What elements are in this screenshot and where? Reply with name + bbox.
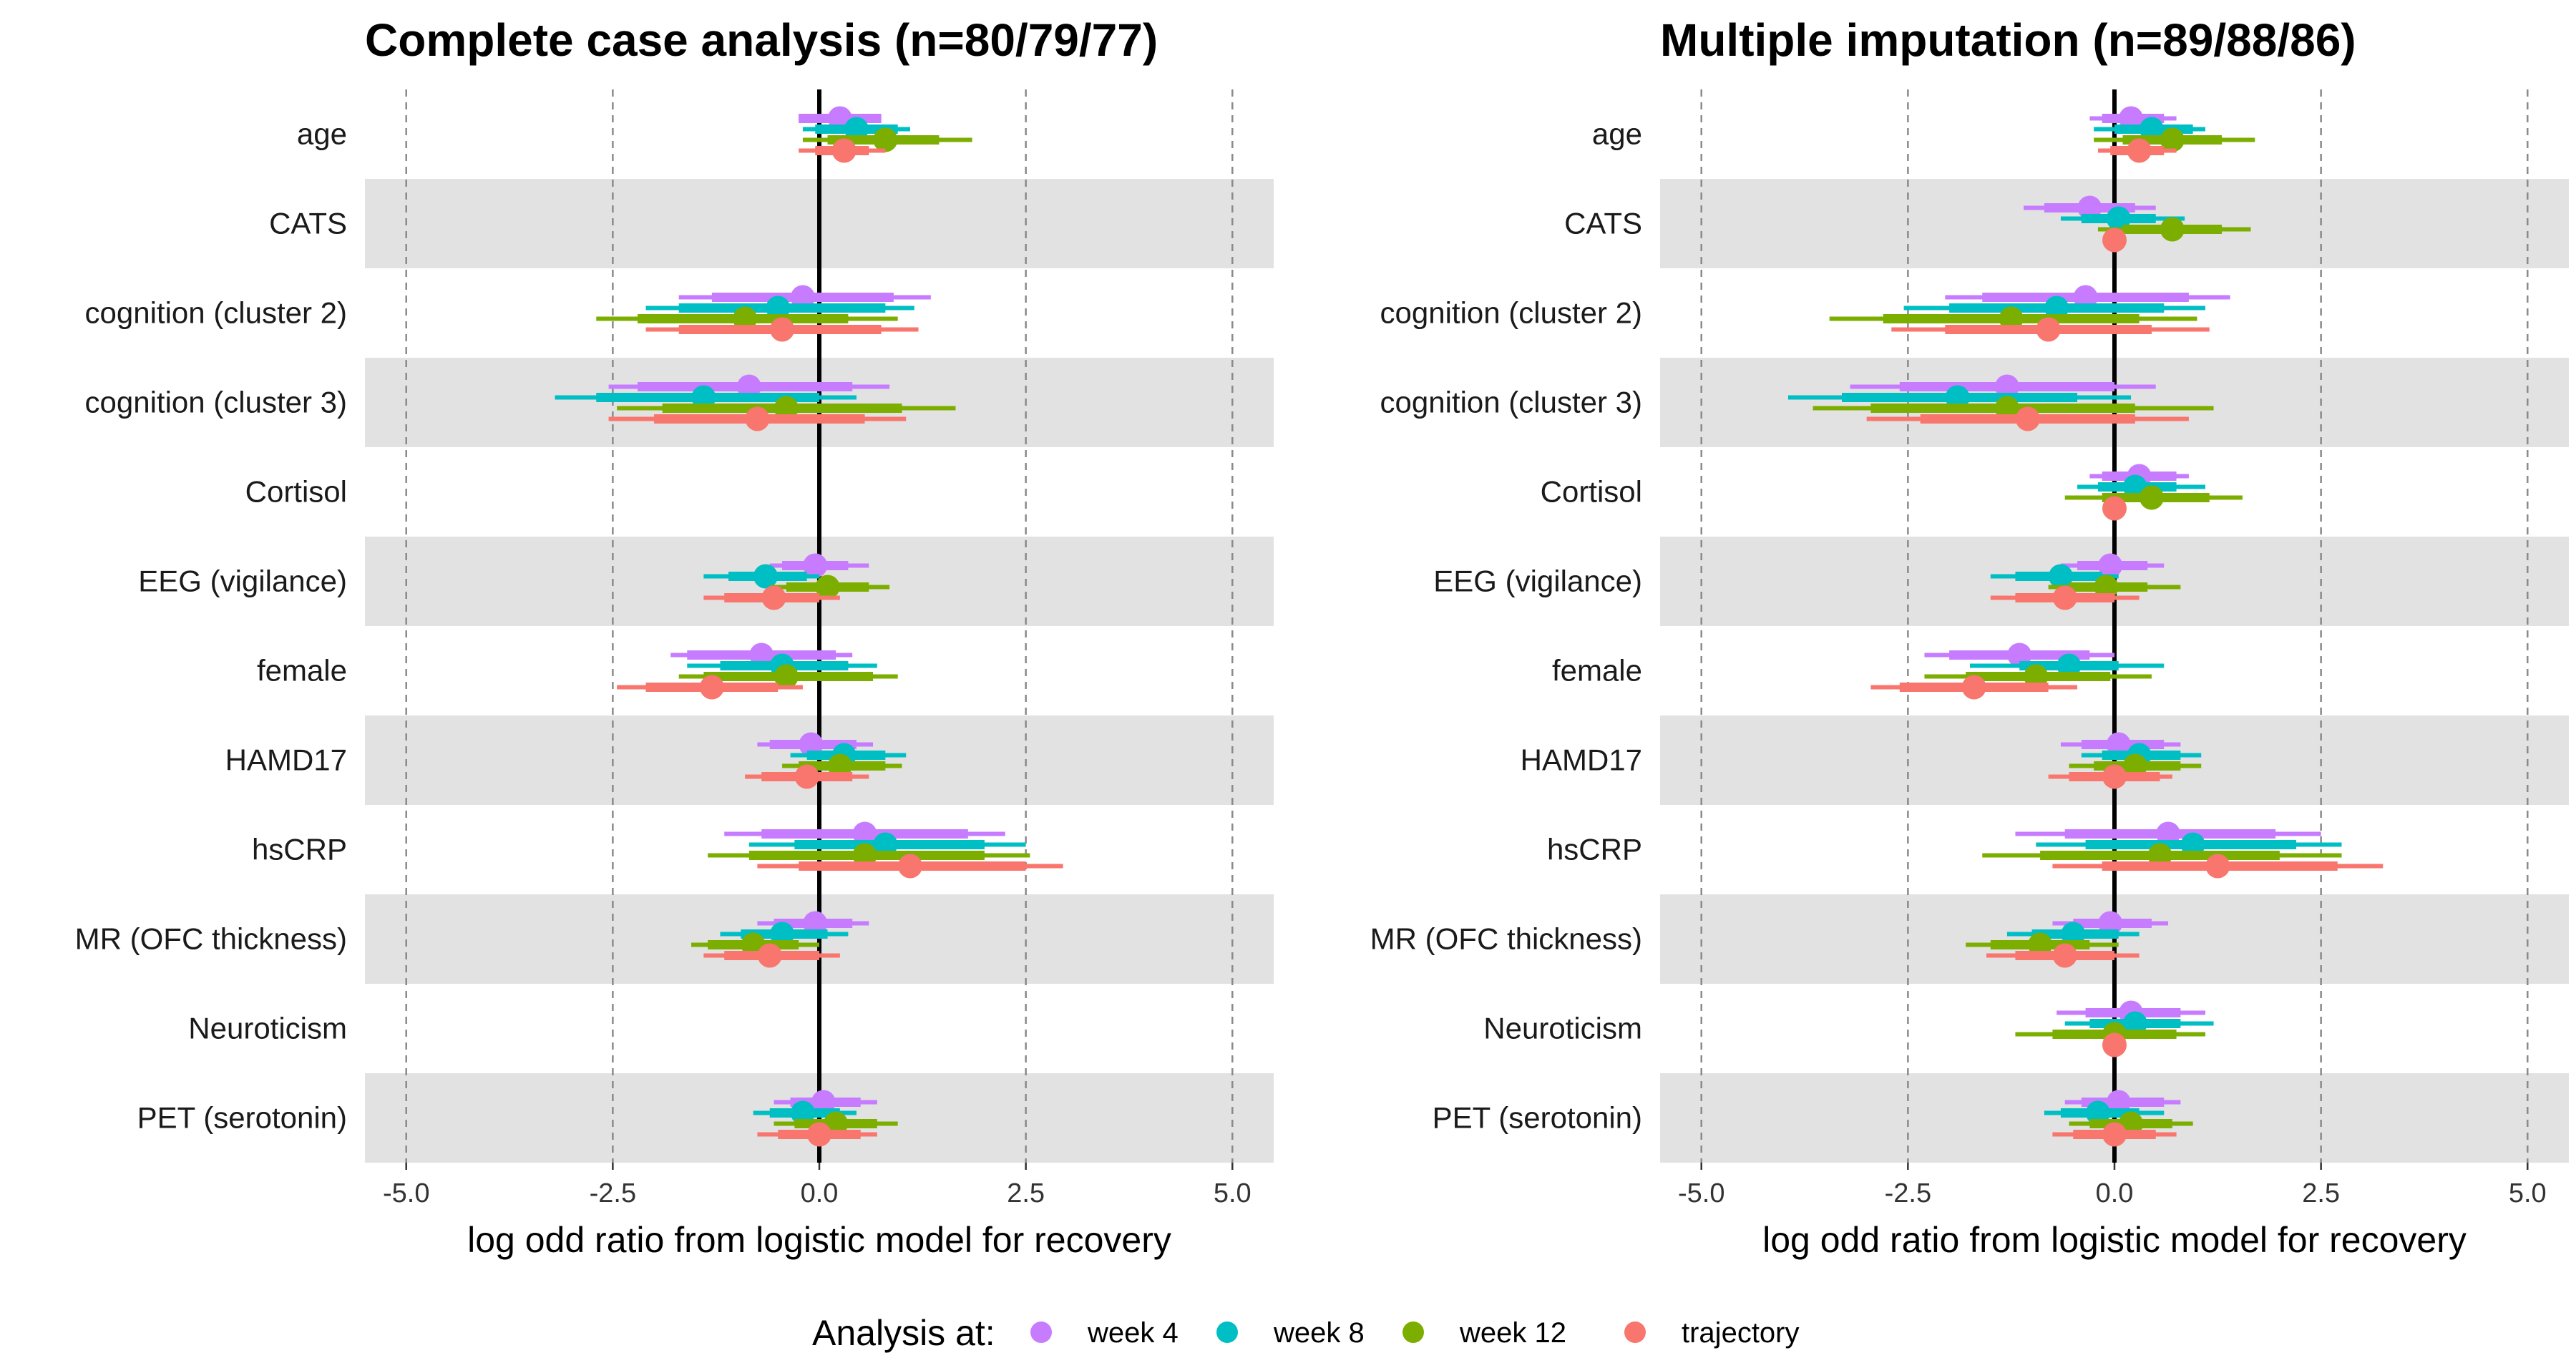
point-estimate-week-8 [753,564,778,589]
point-estimate-trajectory [699,675,724,700]
row-label: PET (serotonin) [1433,1101,1642,1135]
point-estimate-week-12 [2160,217,2185,242]
point-estimate-week-12 [774,664,799,689]
point-estimate-week-4 [2098,553,2123,578]
point-estimate-trajectory [2052,585,2077,610]
x-tick-label: 2.5 [1007,1178,1045,1208]
point-estimate-week-12 [873,127,898,152]
legend-label: week 4 [1087,1317,1179,1349]
point-estimate-trajectory [2015,406,2040,431]
legend-swatch [1624,1321,1646,1343]
legend-swatch [1216,1321,1238,1343]
point-estimate-trajectory [831,138,857,163]
legend-item-week-8: week 8 [1216,1317,1365,1349]
x-tick-label: 5.0 [2509,1178,2547,1208]
row-label: cognition (cluster 3) [1380,386,1643,419]
row-label: Neuroticism [1483,1012,1642,1045]
row-label: HAMD17 [1521,743,1642,777]
point-estimate-week-8 [2048,564,2073,589]
x-tick-label: -2.5 [590,1178,636,1208]
row-label: age [1592,117,1642,151]
x-axis-title: log odd ratio from logistic model for re… [467,1220,1171,1260]
forest-panel-1: age CATS cognition (cluster 2) cognition (c… [75,14,1274,1260]
row-label: EEG (vigilance) [1433,565,1642,598]
forest-panel-2: age CATS cognition (cluster 2) cognition (c… [1370,14,2569,1260]
row-label: hsCRP [1547,833,1642,866]
point-estimate-trajectory [770,317,795,342]
row-label: hsCRP [252,833,347,866]
panel-title: Complete case analysis (n=80/79/77) [365,14,1158,66]
row-label: Cortisol [245,475,347,509]
point-estimate-trajectory [2102,1122,2127,1147]
legend-item-week-12: week 12 [1402,1317,1566,1349]
row-label: EEG (vigilance) [138,565,347,598]
row-label: cognition (cluster 2) [85,296,348,330]
point-estimate-week-12 [2160,127,2185,152]
legend: Analysis at: week 4 week 8 week 12 trajecto… [812,1313,1800,1353]
x-tick-label: 2.5 [2302,1178,2340,1208]
point-estimate-trajectory [807,1122,831,1147]
x-tick-label: 0.0 [2096,1178,2134,1208]
row-label: CATS [269,207,347,240]
point-estimate-trajectory [898,854,922,879]
x-tick-label: 0.0 [801,1178,839,1208]
x-tick-label: -2.5 [1885,1178,1931,1208]
point-estimate-trajectory [745,406,770,431]
legend-item-trajectory: trajectory [1624,1317,1800,1349]
x-tick-label: 5.0 [1214,1178,1252,1208]
point-estimate-trajectory [761,585,786,610]
point-estimate-trajectory [2036,317,2061,342]
panel-title: Multiple imputation (n=89/88/86) [1660,14,2356,66]
x-axis-title: log odd ratio from logistic model for re… [1762,1220,2467,1260]
row-label: MR (OFC thickness) [75,922,347,956]
row-label: HAMD17 [225,743,347,777]
legend-swatch [1030,1321,1052,1343]
legend-label: week 12 [1459,1317,1566,1349]
legend-label: trajectory [1682,1317,1800,1349]
point-estimate-trajectory [2052,943,2077,968]
point-estimate-trajectory [2102,228,2127,253]
point-estimate-trajectory [2127,138,2152,163]
point-estimate-trajectory [794,764,819,789]
point-estimate-trajectory [2205,854,2230,879]
point-estimate-week-12 [2139,485,2164,510]
legend-item-week-4: week 4 [1030,1317,1179,1349]
legend-title: Analysis at: [812,1313,995,1353]
x-tick-label: -5.0 [1678,1178,1724,1208]
row-label: CATS [1564,207,1642,240]
row-label: female [1552,654,1642,688]
point-estimate-trajectory [1961,675,1986,700]
row-label: MR (OFC thickness) [1370,922,1642,956]
row-label: cognition (cluster 3) [85,386,348,419]
row-label: age [297,117,347,151]
point-estimate-week-4 [803,553,828,578]
x-tick-label: -5.0 [383,1178,429,1208]
point-estimate-week-12 [815,575,840,600]
legend-label: week 8 [1273,1317,1365,1349]
row-label: cognition (cluster 2) [1380,296,1643,330]
row-label: PET (serotonin) [137,1101,347,1135]
row-label: Cortisol [1541,475,1642,509]
point-estimate-trajectory [2102,1032,2127,1057]
point-estimate-trajectory [757,943,782,968]
point-estimate-trajectory [2102,496,2127,521]
row-label: female [257,654,347,688]
row-label: Neuroticism [188,1012,347,1045]
point-estimate-trajectory [2102,764,2127,789]
legend-swatch [1402,1321,1424,1343]
